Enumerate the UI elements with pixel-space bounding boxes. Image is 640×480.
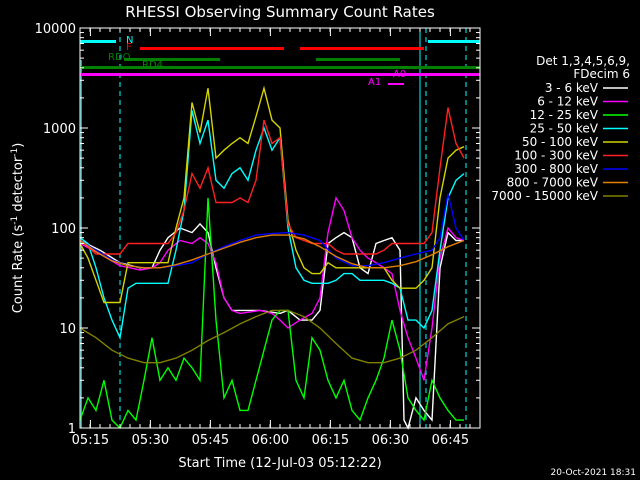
- attenuator-bar: [80, 73, 480, 76]
- y-label-part2: detector: [11, 156, 26, 216]
- series-line-6: [79, 107, 465, 255]
- y-label-sup1: -1: [10, 216, 20, 225]
- y-tick-label: 10: [59, 322, 76, 337]
- x-tick-label: 06:00: [252, 433, 289, 448]
- y-label-part3: ): [11, 143, 26, 148]
- timestamp: 20-Oct-2021 18:31: [551, 468, 636, 478]
- legend-label-5: 50 - 100 keV: [522, 135, 599, 149]
- y-axis-label: Count Rate (s-1 detector-1): [10, 143, 26, 314]
- legend-header-1: Det 1,3,4,5,6,9,: [536, 54, 630, 68]
- y-tick-label: 1: [68, 422, 76, 437]
- legend-label-4: 25 - 50 keV: [530, 122, 599, 136]
- x-tick-label: 06:45: [432, 433, 469, 448]
- flag-label-a1: A1: [368, 77, 381, 88]
- flag-label-rdo: RDO: [108, 52, 131, 63]
- legend-label-1: 3 - 6 keV: [545, 81, 599, 95]
- legend-label-9: 7000 - 15000 keV: [491, 189, 598, 203]
- series-line-3: [79, 197, 464, 430]
- flare-flag-bar: [300, 47, 424, 50]
- legend-label-7: 300 - 800 keV: [514, 162, 598, 176]
- series-line-1: [79, 222, 464, 430]
- axes: 1 10 100 1000 10000 05:15 05:30 05:45 06:00 06:15…: [35, 22, 481, 448]
- x-tick-label: 05:15: [72, 433, 109, 448]
- attenuator-a1-bar: [388, 83, 404, 85]
- legend-label-3: 12 - 25 keV: [530, 108, 599, 122]
- legend-label-6: 100 - 300 keV: [514, 149, 598, 163]
- flag-label-n: N: [126, 35, 133, 46]
- series-line-5: [79, 85, 465, 304]
- x-tick-label: 05:45: [192, 433, 229, 448]
- flag-label-f: F: [126, 42, 132, 53]
- x-axis-label: Start Time (12-Jul-03 05:12:22): [178, 456, 381, 471]
- flag-label-a0: A0: [393, 69, 406, 80]
- rd4-flag-bar: [80, 66, 220, 69]
- rdo-flag-bar: [124, 58, 220, 61]
- flare-flag-bar: [140, 47, 284, 50]
- x-tick-label: 06:15: [312, 433, 349, 448]
- series-line-8: [79, 234, 465, 269]
- y-label-sup2: -1: [10, 148, 20, 157]
- legend-label-8: 800 - 7000 keV: [507, 176, 599, 190]
- y-tick-label: 100: [51, 222, 76, 237]
- night-flag-bar: [80, 40, 116, 43]
- y-label-part1: Count Rate (s: [11, 225, 26, 314]
- rdo-flag-bar: [316, 58, 400, 61]
- series-line-2: [79, 196, 465, 381]
- x-tick-label: 06:30: [372, 433, 409, 448]
- legend-label-2: 6 - 12 keV: [537, 95, 599, 109]
- series-lines: [79, 85, 465, 430]
- y-tick-label: 10000: [35, 22, 76, 37]
- y-tick-label: 1000: [43, 122, 76, 137]
- legend-header-2: FDecim 6: [573, 67, 630, 81]
- x-tick-label: 05:30: [132, 433, 169, 448]
- chart-title: RHESSI Observing Summary Count Rates: [125, 3, 435, 21]
- series-line-9: [79, 309, 465, 364]
- rd4-flag-bar: [220, 66, 480, 69]
- flag-label-rd4: RD4: [142, 60, 163, 71]
- night-flag-bar: [428, 40, 480, 43]
